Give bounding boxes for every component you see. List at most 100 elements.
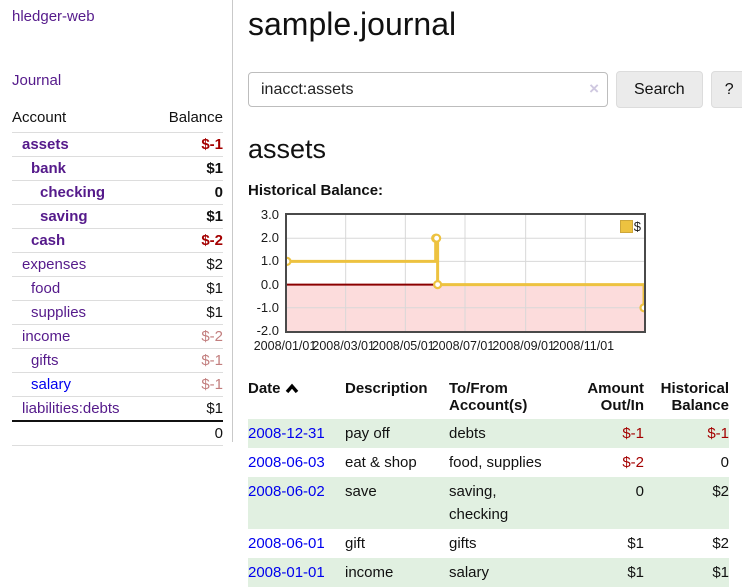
account-link-bank[interactable]: bank bbox=[31, 160, 67, 177]
transaction-date-link[interactable]: 2008-06-02 bbox=[248, 483, 325, 500]
sidebar-item-journal[interactable]: Journal bbox=[12, 72, 62, 89]
register-header-date[interactable]: Date bbox=[248, 378, 345, 419]
x-tick-label: 2008/05/01 bbox=[372, 339, 435, 353]
transaction-accounts: food, supplies bbox=[449, 454, 542, 471]
account-row: assets $-1 bbox=[12, 132, 223, 157]
transaction-date-link[interactable]: 2008-01-01 bbox=[248, 564, 325, 581]
y-tick-label: 3.0 bbox=[260, 207, 279, 222]
register-header-amount: Amount Out/In bbox=[587, 380, 644, 414]
chart-legend: $ bbox=[619, 219, 641, 234]
account-row: bank $1 bbox=[12, 156, 223, 181]
account-balance: $-1 bbox=[152, 348, 223, 373]
account-row: salary $-1 bbox=[12, 372, 223, 397]
account-link-income[interactable]: income bbox=[22, 328, 71, 345]
transaction-description: income bbox=[345, 564, 394, 581]
page-title: sample.journal bbox=[248, 6, 457, 42]
x-tick-label: 2008/01/01 bbox=[253, 339, 317, 353]
register-header-date-label: Date bbox=[248, 380, 281, 397]
help-button[interactable]: ? bbox=[710, 71, 742, 108]
transaction-balance: $2 bbox=[712, 535, 729, 552]
x-tick-label: 2008/07/01 bbox=[431, 339, 495, 353]
transaction-balance: $2 bbox=[712, 483, 729, 500]
accounts-total-balance: 0 bbox=[152, 420, 223, 446]
transaction-balance: 0 bbox=[720, 454, 729, 471]
transaction-accounts: debts bbox=[449, 425, 486, 442]
account-row: food $1 bbox=[12, 276, 223, 301]
account-row: saving $1 bbox=[12, 204, 223, 229]
clear-search-icon[interactable]: × bbox=[589, 79, 599, 98]
y-tick-label: -1.0 bbox=[256, 299, 279, 315]
account-balance: $2 bbox=[152, 252, 223, 277]
account-heading: assets bbox=[248, 134, 327, 164]
accounts-header-row: Account Balance bbox=[12, 106, 223, 133]
transaction-accounts: salary bbox=[449, 564, 490, 581]
main-content: sample.journal × Search ? assets Histori… bbox=[233, 0, 742, 587]
account-link-checking[interactable]: checking bbox=[40, 184, 106, 201]
transaction-date-link[interactable]: 2008-12-31 bbox=[248, 425, 325, 442]
account-link-food[interactable]: food bbox=[31, 280, 61, 297]
transaction-description: gift bbox=[345, 535, 366, 552]
y-tick-label: 2.0 bbox=[260, 230, 279, 246]
account-balance: $1 bbox=[152, 300, 223, 325]
account-balance: $1 bbox=[152, 156, 223, 181]
account-link-gifts[interactable]: gifts bbox=[31, 352, 59, 369]
account-link-salary[interactable]: salary bbox=[31, 376, 72, 393]
register-table: Date Description To/From Account(s) Amou… bbox=[248, 378, 729, 587]
account-link-saving[interactable]: saving bbox=[40, 208, 88, 225]
transaction-balance: $-1 bbox=[707, 425, 729, 442]
accounts-table: Account Balance assets $-1 bank $1 checking 0… bbox=[12, 106, 223, 446]
y-tick-label: -2.0 bbox=[256, 323, 279, 338]
transaction-balance: $1 bbox=[712, 564, 729, 581]
account-row: liabilities:debts $1 bbox=[12, 396, 223, 421]
account-row: checking 0 bbox=[12, 180, 223, 205]
transaction-accounts: saving, checking bbox=[449, 483, 509, 523]
account-row: cash $-2 bbox=[12, 228, 223, 253]
sidebar: hledger-web Journal Account Balance asse… bbox=[0, 0, 233, 446]
search-form: × Search ? bbox=[248, 71, 742, 108]
x-tick-label: 2008/11/01 bbox=[552, 339, 615, 353]
account-balance: $-1 bbox=[152, 372, 223, 397]
search-input[interactable] bbox=[248, 72, 608, 107]
transaction-row: 2008-06-03 eat & shop food, supplies $-2 0 bbox=[248, 448, 729, 477]
y-tick-label: 0.0 bbox=[260, 276, 279, 292]
transaction-date-link[interactable]: 2008-06-01 bbox=[248, 535, 325, 552]
accounts-header-account: Account bbox=[12, 109, 67, 126]
account-link-supplies[interactable]: supplies bbox=[31, 304, 87, 321]
accounts-total-row: 0 bbox=[12, 420, 223, 446]
account-link-cash[interactable]: cash bbox=[31, 232, 66, 249]
legend-label: $ bbox=[633, 219, 641, 234]
account-link-liabilities-debts[interactable]: liabilities:debts bbox=[22, 400, 120, 417]
account-link-expenses[interactable]: expenses bbox=[22, 256, 87, 273]
sort-ascending-icon bbox=[285, 383, 298, 394]
transaction-row: 2008-06-01 gift gifts $1 $2 bbox=[248, 529, 729, 558]
account-balance: $-2 bbox=[152, 324, 223, 349]
account-row: supplies $1 bbox=[12, 300, 223, 325]
app-title-link[interactable]: hledger-web bbox=[12, 8, 95, 25]
search-input-wrap: × bbox=[248, 72, 608, 107]
transaction-date-link[interactable]: 2008-06-03 bbox=[248, 454, 325, 471]
search-button[interactable]: Search bbox=[616, 71, 703, 108]
account-row: expenses $2 bbox=[12, 252, 223, 277]
account-balance: $-2 bbox=[152, 228, 223, 253]
accounts-header-balance: Balance bbox=[168, 109, 223, 126]
chart-title: Historical Balance: bbox=[248, 182, 384, 199]
account-balance: $1 bbox=[152, 276, 223, 301]
transaction-amount: $1 bbox=[627, 564, 644, 581]
y-tick-label: 1.0 bbox=[260, 253, 279, 269]
account-row: income $-2 bbox=[12, 324, 223, 349]
account-balance: $1 bbox=[152, 204, 223, 229]
app-title: hledger-web bbox=[12, 8, 222, 25]
transaction-description: pay off bbox=[345, 425, 390, 442]
transaction-amount: 0 bbox=[635, 483, 644, 500]
sidebar-nav: Journal bbox=[12, 72, 222, 89]
chart-plot[interactable]: $ bbox=[285, 213, 646, 333]
legend-swatch-icon bbox=[619, 220, 633, 233]
register-header-description: Description bbox=[345, 380, 428, 397]
transaction-amount: $-1 bbox=[622, 425, 644, 442]
transaction-description: save bbox=[345, 483, 377, 500]
register-header-accounts: To/From Account(s) bbox=[449, 380, 528, 414]
account-balance: $-1 bbox=[152, 132, 223, 157]
account-link-assets[interactable]: assets bbox=[22, 136, 69, 153]
transaction-row: 2008-12-31 pay off debts $-1 $-1 bbox=[248, 419, 729, 448]
